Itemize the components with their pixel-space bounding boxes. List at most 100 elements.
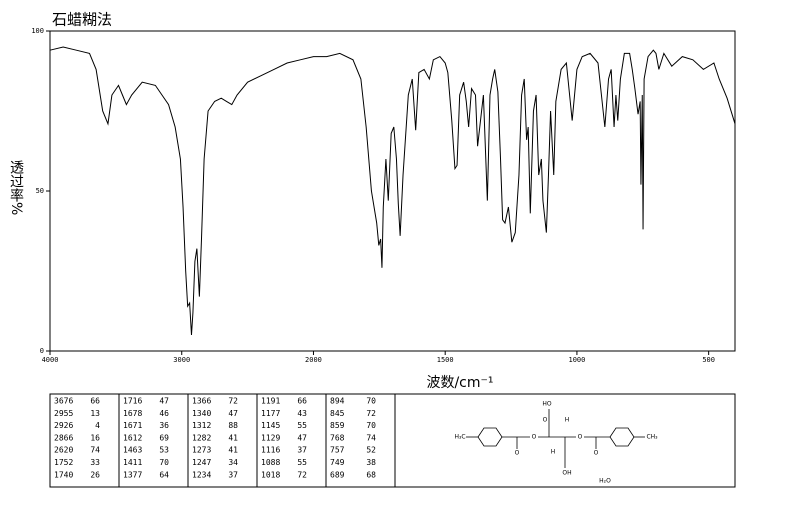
atom-label: O	[515, 450, 520, 457]
atom-label: H	[551, 449, 556, 456]
atom-label: O	[594, 450, 599, 457]
y-tick-label: 0	[40, 347, 44, 355]
peak-wavenumber: 1671	[123, 421, 142, 430]
atom-label: H	[565, 417, 570, 424]
x-tick-label: 3000	[173, 356, 190, 364]
peak-wavenumber: 1678	[123, 409, 142, 418]
peak-wavenumber: 1612	[123, 433, 142, 442]
peak-wavenumber: 1145	[261, 421, 280, 430]
peak-wavenumber: 2866	[54, 433, 73, 442]
peak-transmittance: 64	[159, 470, 169, 479]
peak-wavenumber: 757	[330, 446, 345, 455]
peak-wavenumber: 1191	[261, 397, 280, 406]
atom-label: H₂O	[599, 478, 611, 485]
peak-transmittance: 16	[90, 433, 100, 442]
x-tick-label: 2000	[305, 356, 322, 364]
peak-transmittance: 66	[90, 397, 100, 406]
peak-wavenumber: 894	[330, 397, 345, 406]
peak-wavenumber: 1740	[54, 470, 73, 479]
peak-wavenumber: 1018	[261, 470, 280, 479]
peak-wavenumber: 1312	[192, 421, 211, 430]
peak-wavenumber: 2620	[54, 446, 73, 455]
atom-label: CH₃	[646, 434, 658, 441]
x-axis-label: 波数/cm⁻¹	[426, 375, 493, 391]
peak-transmittance: 47	[159, 397, 169, 406]
peak-wavenumber: 1463	[123, 446, 142, 455]
ring	[609, 427, 635, 447]
peak-wavenumber: 1247	[192, 458, 211, 467]
atom-label: OH	[562, 470, 571, 477]
peak-transmittance: 69	[159, 433, 169, 442]
peak-wavenumber: 1088	[261, 458, 280, 467]
peak-wavenumber: 1129	[261, 433, 280, 442]
peak-transmittance: 55	[297, 421, 307, 430]
structure-drawing	[466, 409, 645, 468]
plot-frame	[49, 30, 736, 352]
peak-transmittance: 41	[228, 446, 238, 455]
atom-label: HO	[542, 401, 552, 408]
x-tick-label: 4000	[42, 356, 59, 364]
peak-wavenumber: 1340	[192, 409, 211, 418]
peak-wavenumber: 1177	[261, 409, 280, 418]
peak-wavenumber: 1366	[192, 397, 211, 406]
peak-transmittance: 70	[159, 458, 169, 467]
peak-transmittance: 41	[228, 433, 238, 442]
peak-transmittance: 33	[90, 458, 100, 467]
peak-transmittance: 66	[297, 397, 307, 406]
peak-wavenumber: 1716	[123, 397, 142, 406]
spectrum-line	[49, 46, 736, 336]
x-tick-label: 1000	[568, 356, 585, 364]
ring	[477, 427, 503, 447]
table-frame	[49, 393, 736, 488]
peak-transmittance: 70	[366, 397, 376, 406]
peak-wavenumber: 1282	[192, 433, 211, 442]
x-tick-label: 500	[702, 356, 715, 364]
peak-transmittance: 13	[90, 409, 100, 418]
peak-wavenumber: 768	[330, 433, 345, 442]
peak-transmittance: 72	[228, 397, 238, 406]
peak-transmittance: 36	[159, 421, 169, 430]
peak-transmittance: 38	[366, 458, 376, 467]
peak-wavenumber: 845	[330, 409, 345, 418]
peak-wavenumber: 2926	[54, 421, 73, 430]
atom-label: O	[532, 434, 537, 441]
peak-wavenumber: 859	[330, 421, 345, 430]
peak-transmittance: 74	[366, 433, 376, 442]
peak-wavenumber: 1234	[192, 470, 211, 479]
peak-transmittance: 74	[90, 446, 100, 455]
peak-transmittance: 70	[366, 421, 376, 430]
peak-wavenumber: 2955	[54, 409, 73, 418]
peak-transmittance: 34	[228, 458, 238, 467]
peak-wavenumber: 1377	[123, 470, 142, 479]
peak-transmittance: 26	[90, 470, 100, 479]
atom-label: O	[578, 434, 583, 441]
x-tick-label: 1500	[437, 356, 454, 364]
peak-transmittance: 43	[297, 409, 307, 418]
peak-transmittance: 55	[297, 458, 307, 467]
peak-transmittance: 72	[297, 470, 307, 479]
y-tick-label: 100	[31, 27, 44, 35]
atom-label: O	[543, 417, 548, 424]
peak-transmittance: 47	[228, 409, 238, 418]
peak-transmittance: 47	[297, 433, 307, 442]
peak-wavenumber: 689	[330, 470, 345, 479]
peak-transmittance: 46	[159, 409, 169, 418]
y-tick-label: 50	[36, 187, 44, 195]
peak-transmittance: 4	[95, 421, 100, 430]
peak-wavenumber: 1752	[54, 458, 73, 467]
peak-transmittance: 72	[366, 409, 376, 418]
peak-wavenumber: 1273	[192, 446, 211, 455]
chart-title: 石蜡糊法	[52, 11, 112, 29]
peak-transmittance: 53	[159, 446, 169, 455]
peak-transmittance: 88	[228, 421, 238, 430]
atom-label: H₃C	[454, 434, 465, 441]
peak-transmittance: 52	[366, 446, 376, 455]
peak-wavenumber: 3676	[54, 397, 73, 406]
peak-transmittance: 37	[228, 470, 238, 479]
peak-transmittance: 37	[297, 446, 307, 455]
y-axis-label: 透过率%	[8, 160, 24, 215]
peak-wavenumber: 1411	[123, 458, 142, 467]
peak-wavenumber: 749	[330, 458, 345, 467]
peak-wavenumber: 1116	[261, 446, 280, 455]
